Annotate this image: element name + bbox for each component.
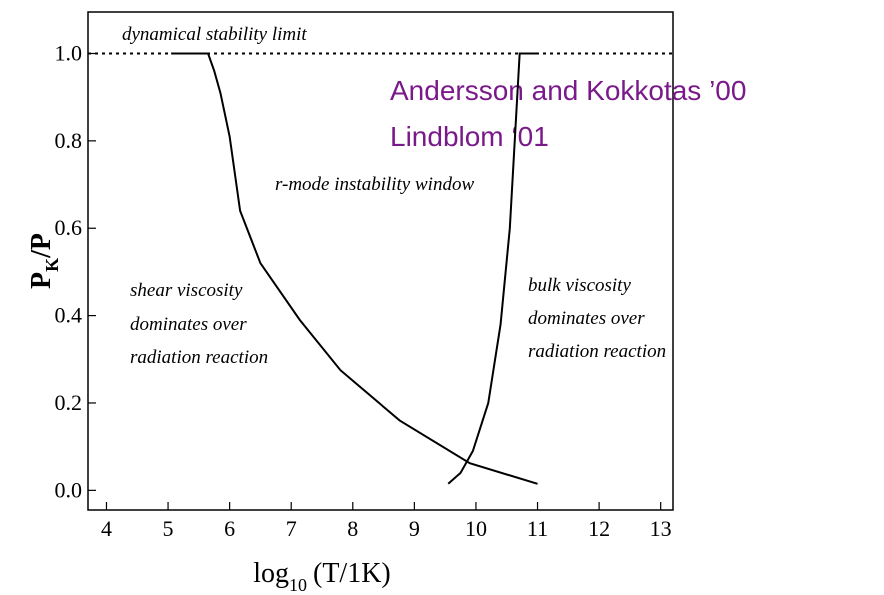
x-tick-label: 6 (224, 516, 235, 541)
x-label-part: (T/1K) (313, 558, 391, 589)
annotation: shear viscosity (130, 280, 243, 301)
annotation: r-mode instability window (275, 174, 474, 195)
y-tick-label: 1.0 (55, 41, 83, 66)
x-tick-label: 10 (465, 516, 487, 541)
credit: Andersson and Kokkotas ’00 (390, 75, 746, 106)
y-tick-label: 0.4 (55, 303, 83, 328)
x-tick-label: 7 (286, 516, 297, 541)
x-tick-label: 9 (409, 516, 420, 541)
x-label-sub: 10 (289, 575, 307, 595)
y-label-part: P (26, 272, 57, 289)
y-tick-label: 0.6 (55, 215, 83, 240)
x-tick-label: 11 (527, 516, 548, 541)
x-tick-label: 4 (101, 516, 112, 541)
annotation: radiation reaction (528, 341, 666, 362)
y-axis-label: PK/P (26, 233, 62, 289)
x-tick-label: 13 (650, 516, 672, 541)
x-label-part: log (253, 558, 289, 589)
limit-label: dynamical stability limit (122, 24, 307, 45)
credit: Lindblom ‘01 (390, 121, 549, 152)
y-tick-label: 0.0 (55, 477, 83, 502)
x-tick-label: 5 (163, 516, 174, 541)
curve (171, 52, 538, 485)
annotation: radiation reaction (130, 347, 268, 368)
y-label-part: /P (26, 233, 57, 259)
y-tick-label: 0.2 (55, 390, 83, 415)
annotation: dominates over (528, 308, 645, 329)
plot-frame (87, 11, 674, 511)
annotation: dominates over (130, 314, 247, 335)
curve (447, 52, 538, 485)
x-tick-label: 8 (347, 516, 358, 541)
y-tick-label: 0.8 (55, 128, 83, 153)
x-tick-label: 12 (588, 516, 610, 541)
x-axis-label: log10 (T/1K) (253, 558, 391, 595)
y-label-sub: K (42, 258, 62, 272)
annotation: bulk viscosity (528, 275, 631, 296)
